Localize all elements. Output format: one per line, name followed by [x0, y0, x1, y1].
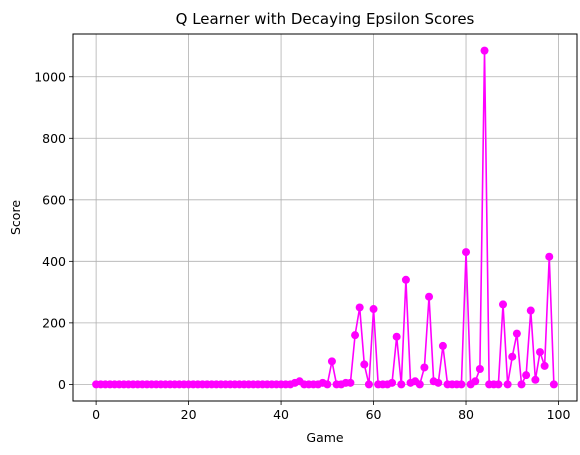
- data-point: [522, 371, 531, 380]
- x-tick-label: 100: [547, 407, 571, 422]
- data-point: [420, 363, 429, 372]
- data-point: [355, 303, 364, 312]
- data-point: [425, 292, 434, 301]
- y-tick-label: 600: [42, 192, 66, 207]
- data-point: [462, 248, 471, 257]
- data-point: [360, 360, 369, 369]
- data-point: [549, 380, 558, 389]
- x-axis-label: Game: [306, 430, 344, 445]
- x-tick-label: 40: [273, 407, 289, 422]
- x-axis-ticks: 0 20 40 60 80 100: [92, 401, 570, 422]
- data-point: [392, 332, 401, 341]
- data-series: [92, 46, 558, 389]
- y-tick-label: 400: [42, 254, 66, 269]
- data-point: [517, 380, 526, 389]
- y-tick-label: 800: [42, 131, 66, 146]
- data-point: [388, 378, 397, 387]
- data-point: [364, 380, 373, 389]
- data-point: [369, 305, 378, 314]
- data-point: [503, 380, 512, 389]
- data-point: [526, 306, 535, 315]
- y-tick-label: 200: [42, 315, 66, 330]
- data-point: [540, 361, 549, 370]
- grid-lines: [73, 34, 577, 401]
- data-point: [512, 329, 521, 338]
- data-point: [327, 357, 336, 366]
- data-point: [323, 380, 332, 389]
- x-tick-label: 80: [458, 407, 474, 422]
- x-tick-label: 60: [366, 407, 382, 422]
- y-tick-label: 1000: [34, 69, 66, 84]
- data-point: [480, 46, 489, 55]
- data-point: [471, 377, 480, 386]
- y-axis-ticks: 0 200 400 600 800 1000: [34, 69, 73, 392]
- data-point: [351, 331, 360, 340]
- data-point: [434, 378, 443, 387]
- data-point: [438, 341, 447, 350]
- chart-title: Q Learner with Decaying Epsilon Scores: [176, 10, 475, 28]
- data-point: [531, 375, 540, 384]
- plot-area-frame: [72, 33, 578, 402]
- data-point: [536, 348, 545, 357]
- data-point: [401, 275, 410, 284]
- data-point: [508, 352, 517, 361]
- data-point: [457, 380, 466, 389]
- data-point: [545, 252, 554, 261]
- y-axis-label: Score: [8, 200, 23, 235]
- data-point: [475, 365, 484, 374]
- x-tick-label: 20: [181, 407, 197, 422]
- x-tick-label: 0: [92, 407, 100, 422]
- data-point: [346, 378, 355, 387]
- data-point: [415, 380, 424, 389]
- data-point: [494, 380, 503, 389]
- data-point: [499, 300, 508, 309]
- data-point: [397, 380, 406, 389]
- y-tick-label: 0: [58, 377, 66, 392]
